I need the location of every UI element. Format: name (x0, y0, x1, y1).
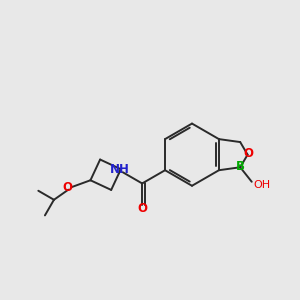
Text: B: B (236, 160, 245, 173)
Text: O: O (244, 147, 254, 160)
Text: NH: NH (110, 163, 130, 176)
Text: OH: OH (253, 180, 270, 190)
Text: O: O (63, 181, 73, 194)
Text: O: O (137, 202, 148, 215)
